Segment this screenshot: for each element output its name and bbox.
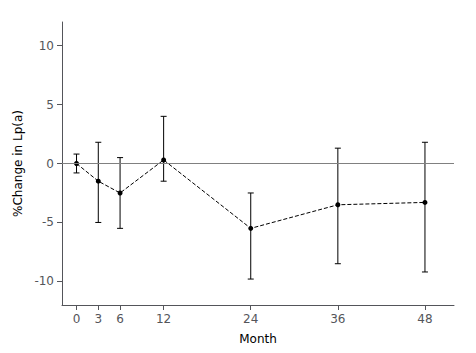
svg-text:%Change in Lp(a): %Change in Lp(a) bbox=[11, 110, 25, 217]
svg-text:3: 3 bbox=[94, 312, 102, 326]
svg-text:5: 5 bbox=[46, 98, 54, 112]
svg-text:-10: -10 bbox=[34, 274, 54, 288]
svg-text:36: 36 bbox=[330, 312, 345, 326]
svg-text:6: 6 bbox=[116, 312, 124, 326]
svg-text:0: 0 bbox=[46, 157, 54, 171]
svg-text:-5: -5 bbox=[42, 215, 54, 229]
svg-text:Month: Month bbox=[239, 332, 277, 346]
svg-text:48: 48 bbox=[417, 312, 432, 326]
svg-text:10: 10 bbox=[39, 39, 54, 53]
svg-text:0: 0 bbox=[73, 312, 81, 326]
svg-text:24: 24 bbox=[243, 312, 258, 326]
svg-text:12: 12 bbox=[156, 312, 171, 326]
